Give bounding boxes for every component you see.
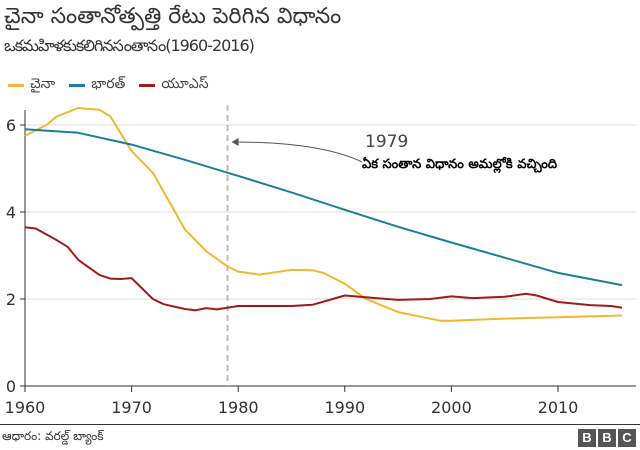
legend-label: భారత్ <box>91 76 126 92</box>
source-note: ఆధారం: వరల్డ్ బ్యాంక్ <box>2 429 104 443</box>
series-line-2 <box>24 226 623 312</box>
x-tick-label: 1970 <box>111 398 152 417</box>
legend-swatch <box>139 84 156 87</box>
legend-item: యూఎస్ <box>139 76 209 95</box>
legend-label: యూఎస్ <box>161 76 209 92</box>
series-line-1 <box>24 128 623 287</box>
x-tick-label: 2000 <box>431 398 472 417</box>
x-tick-label: 1960 <box>5 398 46 417</box>
y-tick-label: 4 <box>6 203 16 222</box>
annotation-arrow <box>233 141 363 163</box>
annotation-text: ఏక సంతాన విధానం అమల్లోకి వచ్చింది <box>362 156 557 174</box>
legend-item: చైనా <box>8 76 55 95</box>
x-tick-label: 2010 <box>538 398 579 417</box>
legend: చైనా భారత్ యూఎస్ <box>8 76 209 95</box>
footer-divider <box>0 424 640 425</box>
legend-swatch <box>8 84 24 87</box>
legend-swatch <box>69 84 86 87</box>
legend-item: భారత్ <box>69 76 125 95</box>
y-tick-label: 6 <box>6 116 16 135</box>
annotation-year: 1979 <box>365 132 408 152</box>
series-line-0 <box>24 107 623 322</box>
chart-title: చైనా సంతానోత్పత్తి రేటు పెరిగిన విధానం <box>4 4 342 29</box>
y-tick-label: 0 <box>6 377 16 396</box>
legend-label: చైనా <box>30 76 56 92</box>
y-tick-label: 2 <box>6 290 16 309</box>
chart-subtitle: ఒకమహిళకుకలిగినసంతానం(1960-2016) <box>4 36 255 55</box>
arrow-head-icon <box>231 138 239 146</box>
x-tick-label: 1990 <box>324 398 365 417</box>
x-tick-label: 1980 <box>218 398 259 417</box>
